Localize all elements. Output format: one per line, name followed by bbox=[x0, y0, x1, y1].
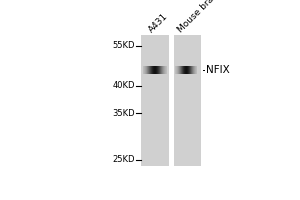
Bar bbox=[141, 35, 169, 166]
Text: 35KD: 35KD bbox=[112, 109, 135, 118]
Text: NFIX: NFIX bbox=[206, 65, 230, 75]
Text: Mouse brain: Mouse brain bbox=[176, 0, 222, 34]
Text: 40KD: 40KD bbox=[112, 81, 135, 90]
Text: 55KD: 55KD bbox=[112, 41, 135, 50]
Bar bbox=[173, 35, 201, 166]
Text: 25KD: 25KD bbox=[112, 155, 135, 164]
Text: A431: A431 bbox=[147, 11, 170, 34]
